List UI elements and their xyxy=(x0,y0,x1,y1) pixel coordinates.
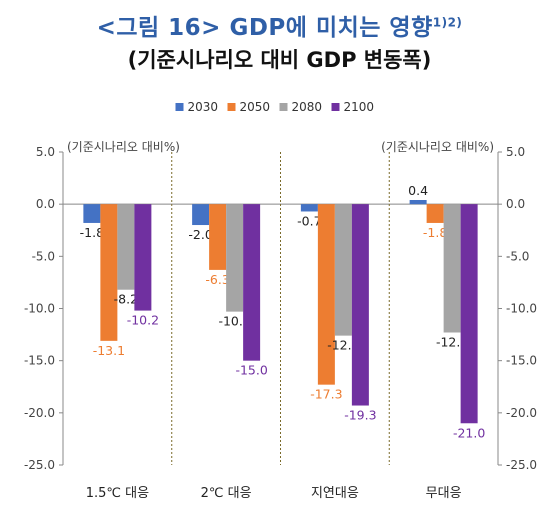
bar-2030 xyxy=(192,204,210,226)
data-label-2050: -17.3 xyxy=(310,387,342,402)
y-tick-label-right: -25.0 xyxy=(506,458,537,472)
y-tick-label-left: 5.0 xyxy=(36,145,55,159)
legend-swatch-2080 xyxy=(279,103,288,111)
legend-label-2100: 2100 xyxy=(344,100,375,114)
bar-2100 xyxy=(134,204,152,311)
bar-2030 xyxy=(83,204,101,223)
legend-label-2080: 2080 xyxy=(292,100,323,114)
data-label-2080: -10.3 xyxy=(218,314,250,329)
data-label-2030: -0.7 xyxy=(297,213,321,228)
y-tick-label-left: -25.0 xyxy=(24,458,55,472)
chart-subtitle: (기준시나리오 대비 GDP 변동폭) xyxy=(127,48,432,72)
legend-swatch-2030 xyxy=(175,103,184,111)
bar-2030 xyxy=(300,204,318,212)
data-label-2030: 0.4 xyxy=(408,183,428,198)
data-label-2100: -21.0 xyxy=(453,425,485,440)
bar-2030 xyxy=(409,199,427,205)
y-tick-label-left: -10.0 xyxy=(24,302,55,316)
bar-2100 xyxy=(460,204,478,424)
y-tick-label-left: -15.0 xyxy=(24,354,55,368)
data-label-2030: -2.0 xyxy=(188,227,212,242)
legend-label-2030: 2030 xyxy=(188,100,219,114)
x-category-label: 무대응 xyxy=(426,486,462,501)
chart-title-footnote: 1)2) xyxy=(432,15,463,30)
data-label-2080: -12.3 xyxy=(436,334,468,349)
data-label-2100: -15.0 xyxy=(235,363,267,378)
y-tick-label-right: 5.0 xyxy=(506,145,525,159)
y-tick-label-left: 0.0 xyxy=(36,197,55,211)
legend-swatch-2050 xyxy=(227,103,236,111)
data-label-2100: -19.3 xyxy=(344,408,376,423)
bar-2050 xyxy=(100,204,118,341)
bar-2050 xyxy=(209,204,227,270)
y-tick-label-left: -20.0 xyxy=(24,406,55,420)
legend-label-2050: 2050 xyxy=(240,100,271,114)
y-tick-label-right: -15.0 xyxy=(506,354,537,368)
bar-2080 xyxy=(334,204,352,336)
y-tick-label-left: -5.0 xyxy=(32,249,55,263)
y-tick-label-right: -10.0 xyxy=(506,302,537,316)
legend-swatch-2100 xyxy=(331,103,340,111)
data-label-2050: -1.8 xyxy=(423,225,447,240)
bar-2080 xyxy=(226,204,244,312)
data-label-2080: -8.2 xyxy=(114,292,138,307)
data-label-2100: -10.2 xyxy=(127,313,159,328)
bar-2050 xyxy=(317,204,335,385)
data-label-2050: -6.3 xyxy=(205,272,229,287)
bar-2100 xyxy=(243,204,261,361)
chart-title: <그림 16> GDP에 미치는 영향1)2) xyxy=(0,8,559,42)
y-tick-label-right: -5.0 xyxy=(506,249,529,263)
bar-2100 xyxy=(351,204,369,406)
bar-2080 xyxy=(117,204,135,290)
bar-2080 xyxy=(443,204,461,333)
data-label-2030: -1.8 xyxy=(80,225,104,240)
bar-2050 xyxy=(426,204,444,223)
y-tick-label-right: 0.0 xyxy=(506,197,525,211)
y-axis-label-right: (기준시나리오 대비%) xyxy=(381,140,494,154)
x-category-label: 2℃ 대응 xyxy=(201,486,252,501)
data-label-2080: -12.6 xyxy=(327,338,359,353)
chart-title-text: <그림 16> GDP에 미치는 영향 xyxy=(96,15,433,41)
y-axis-label-left: (기준시나리오 대비%) xyxy=(67,140,180,154)
y-tick-label-right: -20.0 xyxy=(506,406,537,420)
x-category-label: 지연대응 xyxy=(311,486,359,501)
data-label-2050: -13.1 xyxy=(93,343,125,358)
x-category-label: 1.5℃ 대응 xyxy=(86,486,149,501)
